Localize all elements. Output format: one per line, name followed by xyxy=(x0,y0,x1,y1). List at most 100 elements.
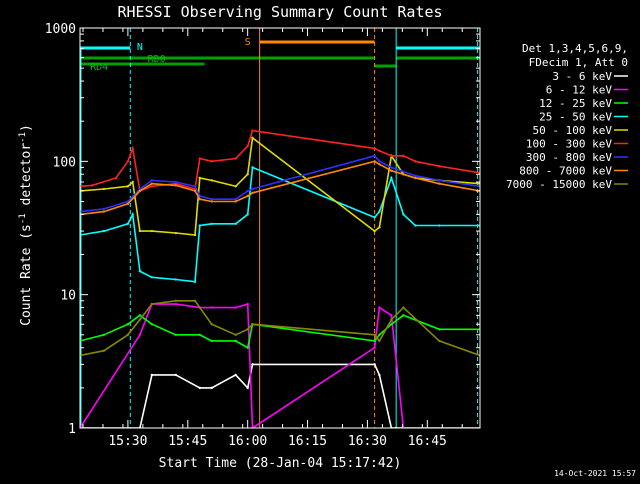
series-1-point xyxy=(390,314,393,317)
series-5-point xyxy=(114,176,118,180)
series-5-point xyxy=(246,144,249,148)
series-2-point xyxy=(210,339,213,343)
series-6-point xyxy=(438,179,441,182)
series-4-point xyxy=(378,226,381,229)
series-0-point xyxy=(150,373,154,377)
x-tick-label: 15:30 xyxy=(108,434,147,449)
series-7-point xyxy=(378,163,381,166)
series-3-point xyxy=(251,166,254,169)
series-group xyxy=(80,28,480,428)
y-tick-label: 1 xyxy=(68,422,76,437)
series-0-point xyxy=(174,373,178,377)
series-6-point xyxy=(150,179,154,182)
series-0-point xyxy=(246,386,249,390)
series-5-point xyxy=(126,160,130,163)
series-6-point xyxy=(373,154,376,158)
series-8-point xyxy=(234,333,237,337)
series-6-point xyxy=(138,187,142,191)
y-axis-label: Count Rate (s-1 detector-1) xyxy=(18,124,34,326)
series-3-point xyxy=(402,213,405,216)
series-7-point xyxy=(414,176,417,180)
y-axis-label-end: ) xyxy=(19,124,34,132)
series-4-point xyxy=(373,229,376,233)
series-4-point xyxy=(198,176,201,180)
series-6-point xyxy=(102,207,106,211)
series-4-point xyxy=(246,173,249,176)
series-5-point xyxy=(234,157,237,160)
legend-label-4: 50 - 100 keV xyxy=(533,124,613,137)
series-6-point xyxy=(174,180,178,184)
annotation-n: N xyxy=(137,42,143,53)
series-5-point xyxy=(210,160,213,163)
series-1-point xyxy=(174,302,178,306)
series-0-point xyxy=(234,373,237,377)
series-5-point xyxy=(174,182,178,185)
x-tick-label: 16:45 xyxy=(408,434,447,449)
series-5-point xyxy=(378,149,381,152)
series-7-point xyxy=(174,184,178,187)
series-4-point xyxy=(138,229,142,233)
series-5-point xyxy=(402,154,405,158)
series-8-point xyxy=(251,323,254,326)
series-6-point xyxy=(193,185,197,188)
series-6-point xyxy=(210,197,213,201)
series-2-point xyxy=(126,323,130,326)
series-8-point xyxy=(210,323,213,326)
series-3-point xyxy=(373,216,376,219)
series-3-point xyxy=(378,210,381,213)
series-7-point xyxy=(373,160,376,163)
series-8-point xyxy=(378,339,381,343)
series-7-point xyxy=(246,194,249,198)
series-8-point xyxy=(402,306,405,309)
series-2-point xyxy=(174,333,178,337)
legend-label-1: 6 - 12 keV xyxy=(546,84,613,97)
series-2-point xyxy=(246,346,249,349)
series-7-point xyxy=(102,210,106,213)
series-5-point xyxy=(414,160,417,163)
legend-header-line-1: Det 1,3,4,5,6,9, xyxy=(522,42,628,55)
x-tick-label: 16:30 xyxy=(348,434,387,449)
series-7-point xyxy=(193,189,197,193)
series-5-point xyxy=(198,157,201,160)
series-7-point xyxy=(126,202,130,206)
series-0-point xyxy=(251,363,254,366)
series-3-point xyxy=(198,224,201,227)
legend-label-8: 7000 - 15000 keV xyxy=(506,178,612,191)
series-4-point xyxy=(193,233,197,237)
series-2-point xyxy=(150,323,154,326)
series-2-point xyxy=(102,333,106,337)
series-3-point xyxy=(126,222,130,226)
series-1-point xyxy=(373,346,376,349)
series-1-point xyxy=(210,306,213,309)
series-3-point xyxy=(234,222,237,226)
series-0-point xyxy=(210,386,213,390)
series-4-point xyxy=(131,180,134,184)
series-4-point xyxy=(150,229,154,233)
series-2-point xyxy=(390,323,393,326)
series-4-point xyxy=(234,185,237,188)
legend-label-0: 3 - 6 keV xyxy=(552,70,612,83)
series-3-point xyxy=(390,176,393,180)
series-8-point xyxy=(174,299,178,302)
series-1-point xyxy=(138,333,142,337)
series-8-point xyxy=(438,339,441,343)
legend-label-6: 300 - 800 keV xyxy=(526,151,612,164)
y-tick-label: 100 xyxy=(53,155,76,170)
series-5-point xyxy=(251,129,254,132)
series-2-point xyxy=(138,314,142,317)
annotation-rd0: RD0 xyxy=(148,54,166,65)
series-3-point xyxy=(131,213,134,216)
footer-date: 14-Oct-2021 15:57 xyxy=(554,469,636,478)
x-tick-label: 16:15 xyxy=(288,434,327,449)
series-7-point xyxy=(210,200,213,203)
series-line-0 xyxy=(80,363,480,428)
legend-label-7: 800 - 7000 keV xyxy=(519,165,612,178)
y-tick-label: 1000 xyxy=(45,22,76,37)
series-1-point xyxy=(378,306,381,309)
series-5-point xyxy=(390,154,393,158)
series-2-point xyxy=(198,333,201,337)
series-7-point xyxy=(150,182,154,185)
series-6-point xyxy=(251,187,254,191)
y-axis-label-text: Count Rate (s xyxy=(19,224,34,326)
